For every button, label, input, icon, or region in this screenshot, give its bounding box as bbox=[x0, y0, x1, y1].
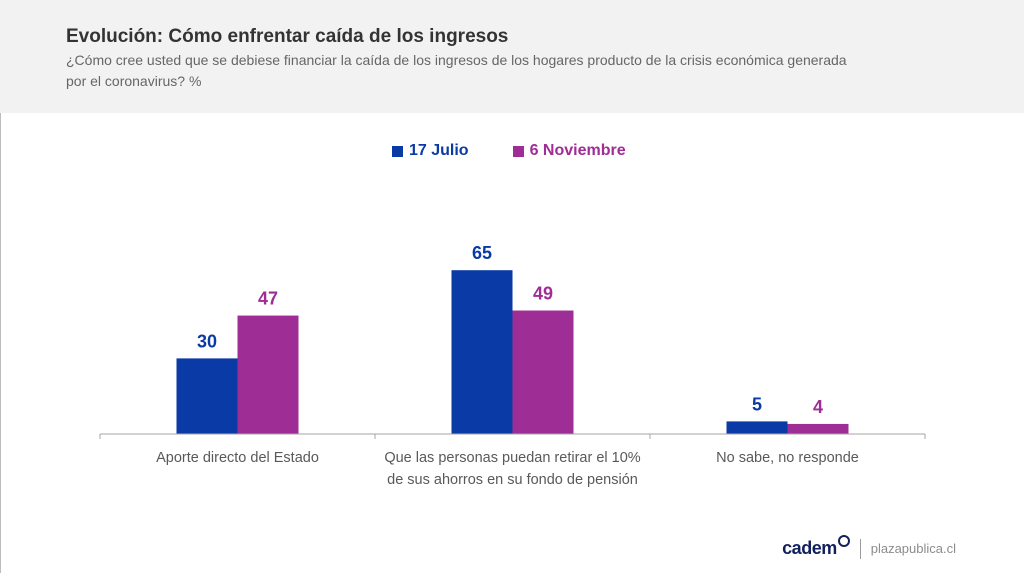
data-label-series2-cat2: 49 bbox=[533, 284, 553, 304]
category-label-2-line2: de sus ahorros en su fondo de pensión bbox=[387, 472, 638, 488]
category-label-1: Aporte directo del Estado bbox=[156, 450, 319, 466]
bar-series2-cat3 bbox=[787, 423, 849, 434]
category-label-2-line1: Que las personas puedan retirar el 10% bbox=[384, 450, 640, 466]
header-band: Evolución: Cómo enfrentar caída de los i… bbox=[0, 0, 1024, 113]
data-label-series1-cat3: 5 bbox=[752, 394, 762, 414]
data-label-series2-cat1: 47 bbox=[258, 289, 278, 309]
bar-series2-cat1 bbox=[237, 315, 299, 434]
legend-item-series-1: 17 Julio bbox=[392, 142, 469, 160]
cadem-logo: cadem bbox=[782, 535, 850, 559]
data-label-series2-cat3: 4 bbox=[813, 397, 823, 417]
footer: cadem plazapublica.cl bbox=[782, 535, 956, 559]
legend: 17 Julio 6 Noviembre bbox=[392, 142, 626, 160]
legend-swatch-series-1 bbox=[392, 145, 403, 157]
category-label-3: No sabe, no responde bbox=[716, 450, 859, 466]
data-label-series1-cat2: 65 bbox=[472, 243, 492, 263]
left-border bbox=[0, 113, 1, 573]
chart-subtitle: ¿Cómo cree usted que se debiese financia… bbox=[66, 52, 847, 89]
site-url: plazapublica.cl bbox=[870, 541, 956, 556]
bar-series1-cat2 bbox=[451, 270, 513, 434]
data-label-series1-cat1: 30 bbox=[197, 331, 217, 351]
logo-ring-icon bbox=[837, 535, 850, 547]
legend-label-series-1: 17 Julio bbox=[409, 142, 469, 159]
bar-series2-cat2 bbox=[512, 310, 574, 434]
bar-series1-cat1 bbox=[176, 358, 238, 434]
footer-divider bbox=[859, 538, 861, 559]
chart-title: Evolución: Cómo enfrentar caída de los i… bbox=[66, 26, 509, 47]
legend-label-series-2: 6 Noviembre bbox=[529, 142, 626, 159]
brand-text: cadem bbox=[782, 538, 837, 558]
legend-item-series-2: 6 Noviembre bbox=[512, 142, 626, 160]
legend-swatch-series-2 bbox=[512, 145, 524, 157]
bar-series1-cat3 bbox=[726, 421, 788, 434]
